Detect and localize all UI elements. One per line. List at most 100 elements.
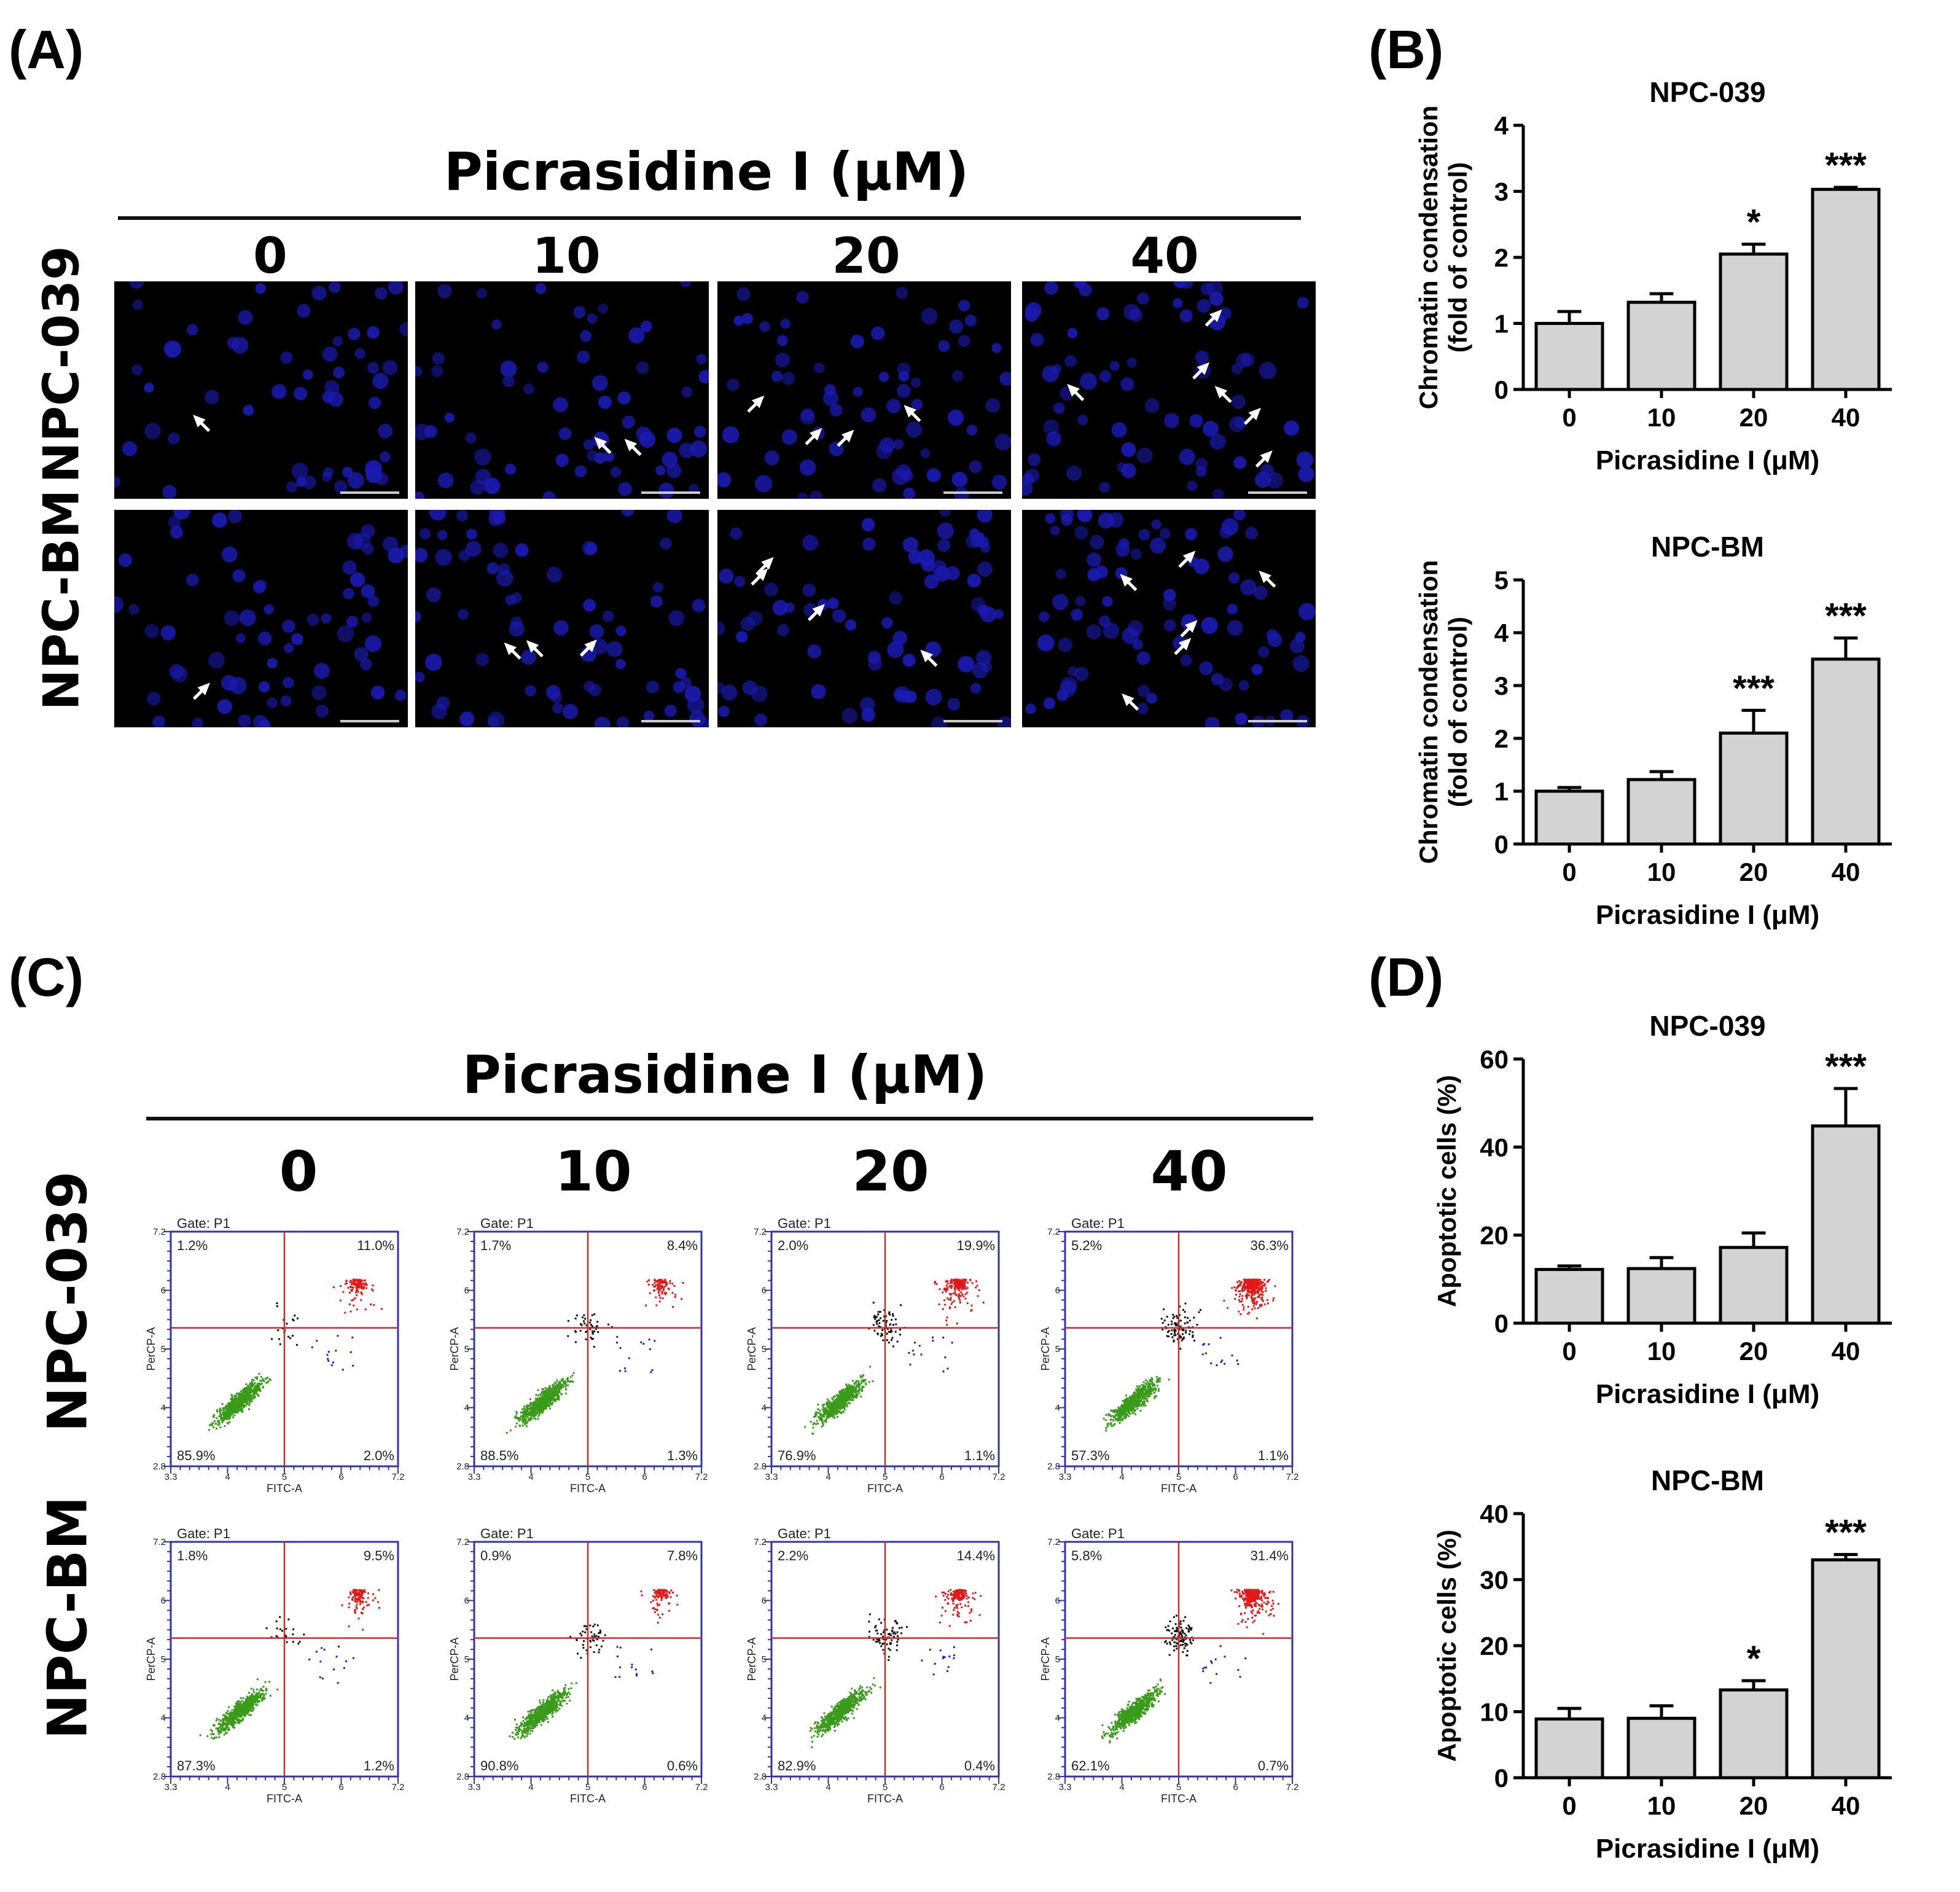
nucleus: [321, 613, 331, 624]
nucleus: [784, 603, 795, 613]
x-axis-label: FITC-A: [1161, 1482, 1197, 1495]
quadrant-ul: 5.2%: [1071, 1238, 1102, 1253]
nucleus: [1056, 569, 1066, 579]
nucleus: [228, 510, 242, 523]
chart-title: NPC-BM: [1651, 1464, 1764, 1496]
x-tick-label: 0: [1562, 1337, 1576, 1366]
nucleus: [281, 695, 292, 706]
nucleus: [222, 547, 238, 563]
nucleus: [1219, 307, 1232, 320]
nucleus: [553, 397, 568, 413]
nucleus: [719, 569, 733, 584]
quadrant-ll: 87.3%: [177, 1758, 215, 1773]
nucleus: [690, 440, 708, 458]
nucleus: [1196, 466, 1207, 477]
nucleus: [360, 659, 372, 670]
bar-40: [1813, 659, 1879, 844]
nucleus: [736, 631, 748, 643]
nucleus: [862, 518, 875, 531]
arrow-icon: [1122, 694, 1138, 710]
nucleus: [383, 360, 397, 375]
y-axis-label: PerCP-A: [145, 1637, 157, 1681]
y-tick-label: 30: [1480, 1566, 1509, 1595]
nucleus: [1039, 611, 1049, 622]
x-axis-label: FITC-A: [1161, 1792, 1197, 1805]
error-bar-40: [1834, 1089, 1858, 1126]
nucleus: [547, 567, 563, 583]
nucleus: [587, 313, 598, 324]
nucleus: [980, 606, 996, 622]
x-axis-label: Picrasidine I (μM): [1596, 1834, 1819, 1864]
gate-label: Gate: P1: [778, 1526, 831, 1541]
x-tick-label: 20: [1739, 1337, 1768, 1366]
quadrant-ur: 19.9%: [957, 1238, 995, 1253]
y-tick-label: 2: [1494, 724, 1509, 753]
bar-40: [1813, 1126, 1879, 1323]
nucleus: [598, 396, 612, 409]
nucleus: [372, 373, 388, 389]
gate-label: Gate: P1: [480, 1526, 534, 1541]
nucleus: [459, 711, 474, 726]
nucleus: [1087, 625, 1101, 639]
nucleus: [324, 380, 339, 395]
quadrant-ll: 57.3%: [1071, 1448, 1109, 1463]
nucleus: [1061, 677, 1077, 694]
nucleus: [862, 538, 875, 550]
quadrant-ur: 36.3%: [1251, 1238, 1289, 1253]
panel-b-label: (B): [1368, 18, 1443, 81]
nucleus: [765, 450, 779, 465]
nucleus: [546, 685, 560, 699]
nucleus: [603, 611, 614, 622]
nucleus: [1099, 482, 1110, 493]
arrow-icon: [1215, 386, 1231, 402]
nucleus: [367, 595, 379, 607]
nucleus: [1185, 528, 1197, 540]
nucleus: [130, 281, 144, 289]
nucleus: [1079, 283, 1091, 296]
nucleus: [1228, 573, 1240, 584]
error-bar-0: [1558, 311, 1582, 323]
nucleus: [1190, 414, 1203, 428]
nucleus: [730, 528, 742, 540]
nucleus: [212, 512, 227, 528]
nucleus: [1080, 373, 1097, 390]
nucleus: [692, 599, 706, 612]
quadrant-ul: 2.2%: [778, 1548, 808, 1563]
nucleus: [322, 346, 338, 362]
nucleus: [1209, 434, 1225, 450]
scale-bar: [1248, 491, 1307, 494]
nucleus: [585, 543, 597, 555]
nucleus: [958, 657, 974, 673]
nucleus: [161, 625, 176, 640]
arrow-icon: [194, 682, 210, 698]
nucleus: [893, 439, 904, 450]
scale-bar: [1248, 720, 1307, 722]
nucleus: [1077, 415, 1088, 425]
nucleus: [258, 631, 271, 645]
nucleus: [371, 686, 385, 700]
nucleus: [734, 576, 745, 587]
bar-10: [1628, 302, 1695, 389]
nucleus: [694, 426, 706, 437]
nucleus: [717, 472, 731, 488]
nucleus: [590, 624, 604, 639]
nucleus: [466, 432, 477, 444]
nucleus: [658, 483, 674, 499]
nucleus: [832, 609, 846, 623]
nucleus: [754, 713, 767, 726]
nucleus: [751, 686, 768, 702]
nucleus: [653, 582, 663, 593]
significance-marker: *: [1747, 203, 1761, 243]
nucleus: [952, 472, 967, 487]
nucleus: [1240, 579, 1257, 596]
gate-label: Gate: P1: [778, 1216, 831, 1231]
nucleus: [343, 588, 354, 599]
arrow-icon: [1257, 450, 1273, 466]
nucleus: [224, 611, 240, 626]
nucleus: [1193, 558, 1209, 574]
nucleus: [781, 319, 791, 329]
panel-c-dose-10: 10: [532, 1140, 655, 1204]
chart-title: NPC-039: [1649, 1010, 1765, 1042]
